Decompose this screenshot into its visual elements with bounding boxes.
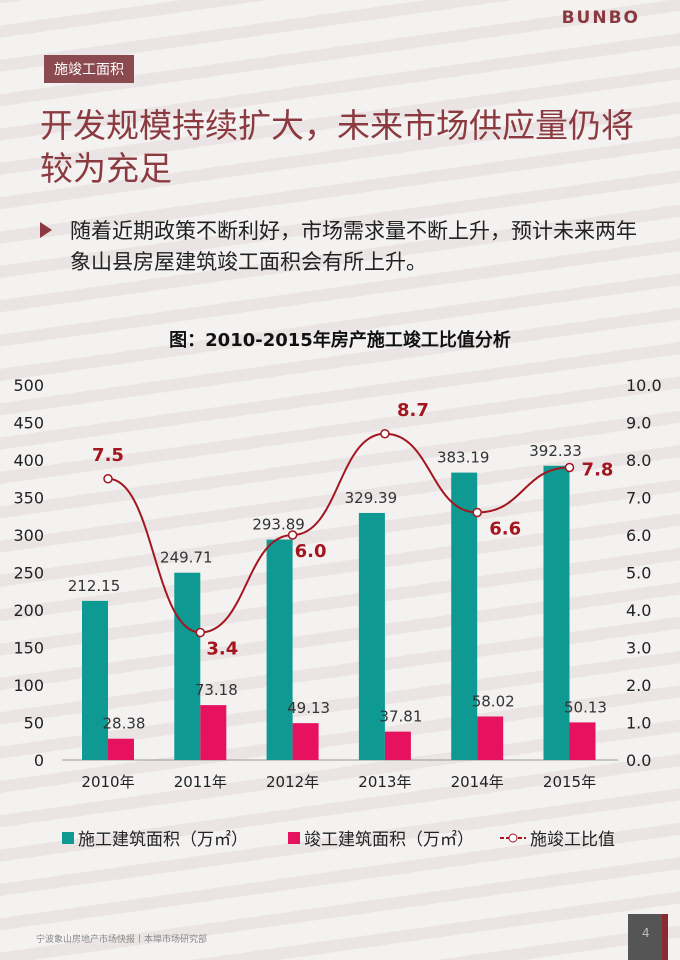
y-right-tick: 1.0	[626, 714, 651, 733]
y-left-tick: 300	[13, 526, 44, 545]
construction-bar-label: 383.19	[437, 449, 490, 467]
completion-bar	[569, 722, 596, 760]
construction-bar-label: 392.33	[529, 442, 582, 460]
y-left-tick: 350	[13, 489, 44, 508]
y-right-tick: 9.0	[626, 414, 651, 433]
y-left-tick: 200	[13, 601, 44, 620]
page-number: 4	[628, 914, 668, 960]
triangle-bullet-icon	[40, 222, 52, 238]
completion-bar-label: 58.02	[472, 692, 515, 710]
x-tick: 2012年	[266, 773, 319, 791]
ratio-label: 3.4	[206, 639, 238, 660]
legend-swatch-construction	[62, 832, 74, 844]
ratio-point	[195, 627, 206, 638]
construction-bar	[82, 600, 108, 760]
legend-swatch-completion	[288, 832, 300, 844]
ratio-point	[472, 507, 482, 518]
construction-bar-label: 249.71	[160, 549, 213, 567]
ratio-label: 8.7	[397, 400, 429, 421]
y-left-tick: 100	[13, 676, 44, 695]
y-right-tick: 8.0	[626, 451, 651, 470]
x-tick: 2011年	[174, 773, 227, 791]
construction-bar-label: 329.39	[345, 489, 398, 507]
x-tick: 2015年	[543, 773, 596, 791]
ratio-point	[287, 530, 298, 540]
ratio-label: 6.6	[489, 519, 521, 540]
x-tick: 2010年	[81, 773, 134, 791]
legend-construction: 施工建筑面积（万㎡）	[78, 830, 248, 850]
chart-title: 图：2010-2015年房产施工竣工比值分析	[169, 330, 511, 351]
completion-bar	[200, 705, 227, 760]
x-tick: 2014年	[451, 773, 504, 791]
y-right-tick: 5.0	[626, 564, 651, 583]
legend-completion: 竣工建筑面积（万㎡）	[304, 830, 474, 850]
y-right-tick: 7.0	[626, 489, 651, 508]
y-left-tick: 250	[13, 564, 44, 583]
legend-marker-ratio	[508, 833, 518, 843]
bullet-paragraph: 随着近期政策不断利好，市场需求量不断上升，预计未来两年象山县房屋建筑竣工面积会有…	[40, 216, 650, 278]
completion-bar	[292, 723, 319, 760]
completion-bar	[477, 716, 504, 760]
y-left-tick: 450	[13, 414, 44, 433]
ratio-point	[564, 462, 575, 473]
x-tick: 2013年	[358, 773, 411, 791]
completion-bar-label: 28.38	[103, 715, 146, 733]
y-left-tick: 150	[13, 639, 44, 658]
ratio-label: 7.8	[582, 460, 614, 481]
construction-bar	[451, 472, 478, 760]
ratio-label: 7.5	[92, 445, 124, 466]
ratio-label: 6.0	[295, 541, 327, 562]
y-left-tick: 400	[13, 451, 44, 470]
ratio-point	[103, 474, 113, 484]
construction-bar-label: 212.15	[68, 577, 121, 595]
y-right-tick: 6.0	[626, 526, 651, 545]
completion-bar	[108, 738, 134, 760]
y-left-tick: 500	[13, 376, 44, 395]
completion-bar-label: 73.18	[195, 681, 238, 699]
y-right-tick: 0.0	[626, 751, 651, 770]
y-right-tick: 2.0	[626, 676, 651, 695]
y-left-tick: 0	[34, 751, 44, 770]
construction-bar	[266, 539, 293, 760]
construction-bar	[543, 465, 570, 760]
section-tag: 施竣工面积	[44, 55, 134, 83]
y-left-tick: 50	[24, 714, 44, 733]
legend-ratio: 施竣工比值	[530, 830, 615, 850]
bullet-text: 随着近期政策不断利好，市场需求量不断上升，预计未来两年象山县房屋建筑竣工面积会有…	[70, 219, 637, 274]
ratio-point	[380, 429, 390, 439]
construction-bar	[358, 512, 385, 760]
completion-bar-label: 49.13	[287, 699, 330, 717]
y-right-tick: 3.0	[626, 639, 651, 658]
completion-bar	[384, 731, 411, 760]
footer-source: 宁波象山房地产市场快报丨本埠市场研究部	[36, 935, 208, 945]
bunbo-logo: BUNBO	[561, 8, 640, 28]
page-title: 开发规模持续扩大，未来市场供应量仍将较为充足	[40, 106, 634, 188]
completion-bar-label: 37.81	[379, 708, 422, 726]
y-right-tick: 4.0	[626, 601, 651, 620]
construction-bar-label: 293.89	[252, 516, 305, 534]
y-right-tick: 10.0	[626, 376, 662, 395]
completion-bar-label: 50.13	[564, 698, 607, 716]
construction-bar	[174, 572, 201, 760]
